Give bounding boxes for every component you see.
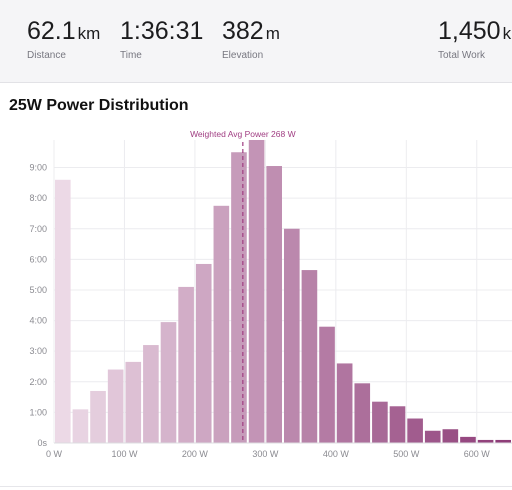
- stat-elevation: 382 m Elevation: [222, 16, 280, 61]
- weighted-avg-label: Weighted Avg Power 268 W: [190, 129, 296, 139]
- histogram-bar: [495, 439, 511, 443]
- stat-time-label: Time: [120, 50, 142, 61]
- power-distribution-chart: 0s 1:00 2:00 3:00 4:00 5:00 6:00 7:00 8:00 9:00 0 …: [29, 129, 512, 459]
- stat-total-work-unit: k: [502, 24, 512, 43]
- histogram-bar: [460, 436, 476, 443]
- stat-distance-value: 62.1 km: [27, 17, 101, 45]
- y-tick-label: 6:00: [29, 254, 47, 264]
- y-tick-label: 2:00: [29, 377, 47, 387]
- y-tick-label: 4:00: [29, 316, 47, 326]
- histogram-bar: [354, 383, 371, 443]
- x-tick-label: 400 W: [323, 449, 350, 459]
- histogram-bar: [424, 430, 441, 443]
- histogram-bar: [407, 418, 423, 443]
- histogram-bar: [178, 286, 194, 443]
- y-tick-label: 3:00: [29, 346, 47, 356]
- stat-elevation-label: Elevation: [222, 50, 264, 61]
- stat-distance-unit: km: [77, 24, 101, 43]
- chart-title: 25W Power Distribution: [9, 97, 189, 114]
- histogram-bar: [301, 270, 318, 443]
- stat-total-work: 1,450 k Total Work: [438, 16, 511, 61]
- histogram-bar: [107, 369, 124, 443]
- x-tick-label: 300 W: [252, 449, 279, 459]
- histogram-bar: [231, 152, 247, 443]
- histogram-bar: [389, 406, 406, 443]
- histogram-bar: [284, 228, 300, 443]
- histogram-bar: [319, 326, 335, 443]
- stat-time: 1:36:31 Time: [120, 16, 205, 61]
- stat-distance: 62.1 km Distance: [27, 16, 100, 61]
- y-tick-label: 0s: [37, 438, 47, 448]
- x-tick-label: 500 W: [393, 449, 420, 459]
- histogram-bar: [195, 263, 212, 443]
- stat-total-work-value: 1,450 k: [438, 17, 512, 45]
- stat-time-value: 1:36:31: [120, 17, 204, 45]
- y-tick-label: 7:00: [29, 224, 47, 234]
- stat-elevation-unit: m: [265, 24, 280, 43]
- divider: [0, 486, 512, 487]
- stat-total-work-label: Total Work: [438, 50, 486, 61]
- stat-distance-label: Distance: [27, 50, 66, 61]
- histogram-bar: [143, 345, 159, 443]
- histogram-bar: [160, 322, 177, 443]
- stat-elevation-value: 382 m: [222, 17, 280, 45]
- y-tick-label: 5:00: [29, 285, 47, 295]
- histogram-bar: [336, 363, 353, 443]
- histogram-bar: [477, 439, 494, 443]
- x-tick-label: 600 W: [464, 449, 491, 459]
- histogram-bar: [442, 429, 459, 443]
- histogram-bar: [372, 401, 388, 443]
- y-tick-label: 9:00: [29, 163, 47, 173]
- histogram-bar: [72, 409, 89, 443]
- stats-bar: 62.1 km Distance 1:36:31 Time 382 m Elevat…: [0, 0, 512, 83]
- y-tick-label: 1:00: [29, 407, 47, 417]
- x-tick-label: 200 W: [182, 449, 209, 459]
- y-tick-label: 8:00: [29, 193, 47, 203]
- histogram-bar: [266, 166, 282, 444]
- histogram-bar: [55, 179, 71, 443]
- histogram-bar: [213, 205, 230, 443]
- histogram-bar: [90, 390, 106, 443]
- histogram-bar: [125, 361, 142, 443]
- histogram-bar: [248, 140, 265, 443]
- x-tick-label: 100 W: [111, 449, 138, 459]
- x-tick-label: 0 W: [46, 449, 63, 459]
